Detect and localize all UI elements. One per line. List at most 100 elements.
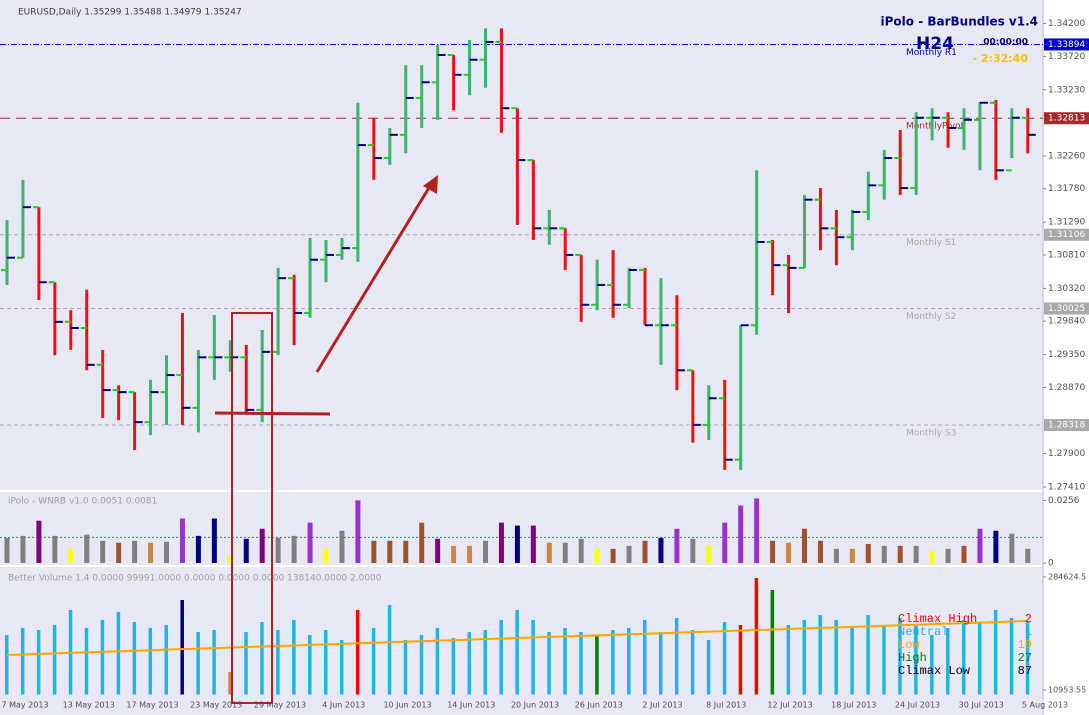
x-tick-label: 30 Jul 2013 [959,701,1004,710]
y-tick-label: 1.33230 [1048,85,1085,95]
volume-bar [164,625,168,695]
volume-bar [595,634,599,695]
x-tick-label: 18 Jul 2013 [831,701,876,710]
wnrb-bar [578,538,584,563]
wnrb-bar [562,542,568,563]
volume-bar [977,621,982,695]
legend-count: 27 [1018,651,1032,665]
countdown: - 2:32:40 [973,52,1029,65]
volume-bar [52,625,57,695]
volume-bar [946,627,950,695]
y-tick-label: 1.34200 [1048,19,1085,29]
y-tick-label: 1.29350 [1048,350,1085,360]
level-price: 1.33894 [1048,40,1085,50]
highlight-box [231,312,273,704]
wnrb-bar [164,541,169,563]
volume-bar [754,577,759,695]
volume-bar [435,627,440,695]
wnrb-bar [339,530,345,563]
volume-bar [802,620,806,695]
wnrb-bar [530,525,536,563]
volume-bar [292,620,296,695]
wnrb-bar [546,542,552,563]
wnrb-bar [323,548,329,563]
volume-bar [260,621,264,695]
wnrb-bar [674,528,680,563]
x-tick-label: 23 May 2013 [190,701,242,710]
wnrb-bar [227,555,233,563]
x-tick-label: 10 Jun 2013 [383,701,431,710]
volume-bar [403,639,408,695]
volume-bar [499,620,503,695]
wnrb-bar [148,542,154,563]
wnrb-bar [291,535,297,563]
level-price: 1.32813 [1048,114,1085,124]
level-price: 1.30025 [1048,304,1085,314]
legend-label: Climax Low [898,664,971,678]
plot-background [0,0,1043,715]
wnrb-bar [833,548,839,563]
volume-bar [467,631,472,695]
plot-layer: 1.34200 1.33720 1.33230 1.32260 1.31780 1.312… [0,19,1089,710]
volume-bar [658,631,663,695]
volume-bar [547,631,551,695]
legend-count: 87 [1018,664,1032,678]
volume-bar [611,629,615,695]
wnrb-bar [275,537,281,563]
wnrb-bar [435,538,441,563]
wnrb-bar [1025,548,1031,563]
wnrb-bar [355,500,361,563]
y-tick-label: 0 [1048,559,1054,569]
wnrb-bar [387,540,393,563]
y-tick-label: 1.30810 [1048,250,1085,260]
volume-bar [483,629,487,695]
wnrb-bar [849,548,855,563]
volume-bar [914,625,918,695]
wnrb-bar [786,542,792,563]
legend-count: 2 [1025,612,1032,626]
volume-bar [308,634,312,695]
volume-bar [276,629,280,695]
level-price-box [1044,302,1089,315]
volume-bar [898,617,902,695]
wnrb-bar [52,535,58,563]
x-tick-label: 4 Jun 2013 [322,701,365,710]
wnrb-bar [722,522,728,563]
wnrb-bar [881,545,887,563]
wnrb-bar [483,540,488,563]
volume-average [6,619,1028,656]
wnrb-bar [36,520,42,563]
volume-bar [1009,617,1014,695]
x-tick-label: 7 May 2013 [1,701,48,710]
volume-bar [36,629,41,695]
legend-count: 19 [1018,638,1032,652]
x-tick-label: 20 Jun 2013 [511,701,559,710]
volume-bar [355,609,360,695]
legend-count: 1 [1025,625,1032,639]
y-tick-label: 0.0256 [1048,496,1080,506]
wnrb-bar [754,498,760,563]
volume-bar [419,634,424,695]
x-tick-label: 8 Jul 2013 [706,701,746,710]
level-name: MonthlyPivot [906,122,965,132]
wnrb-bar [371,540,377,563]
wnrb-bar [68,548,74,563]
volume-bar [531,620,535,695]
y-tick-label: 10953.55 [1048,685,1086,694]
volume-bar [834,620,838,695]
volume-bar [643,620,647,695]
volume-bar [882,625,886,695]
trend-arrow [315,185,432,373]
wnrb-bar [100,540,106,563]
wnrb-bar [84,534,90,563]
wnrb-bar [307,522,313,563]
x-tick-label: 2 Jul 2013 [642,701,682,710]
wnrb-bar [610,548,616,563]
y-tick-label: 1.28870 [1048,383,1085,393]
wnrb-bar [977,528,983,563]
volume-bar [993,609,998,695]
x-tick-label: 17 May 2013 [126,701,178,710]
volume-bar [339,639,344,695]
volume-bar [100,620,105,695]
